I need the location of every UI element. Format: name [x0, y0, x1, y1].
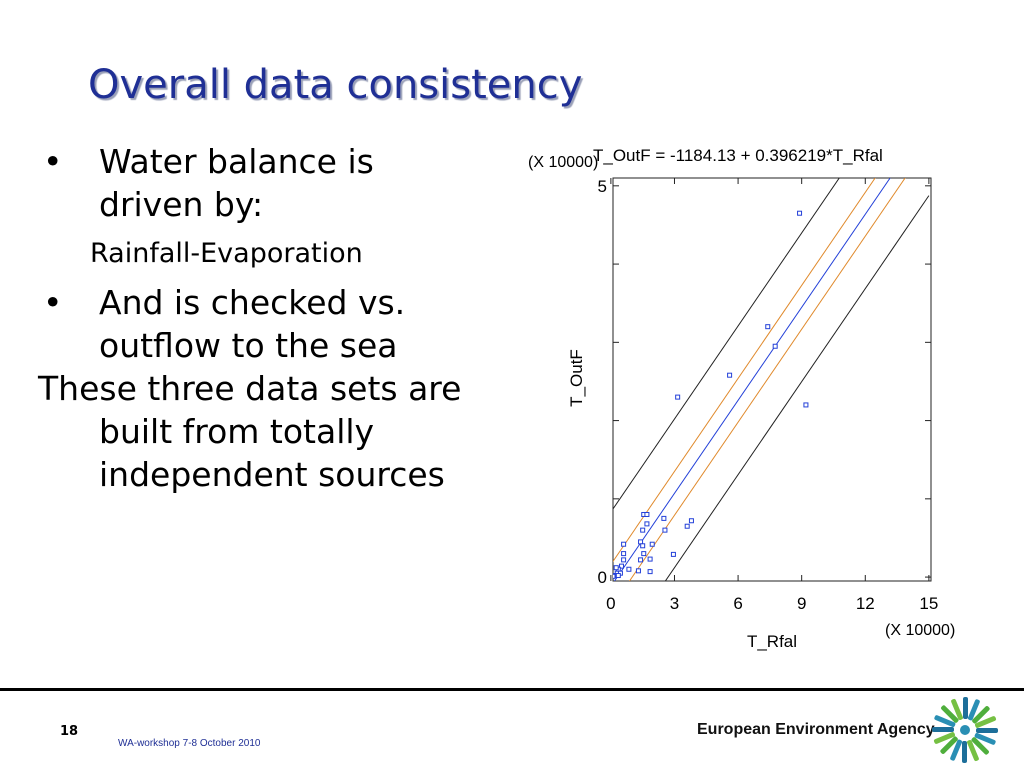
bullet-marker: • [43, 142, 63, 181]
x-tick-label: 0 [606, 594, 615, 613]
data-point [640, 543, 646, 549]
prediction-upper-line [613, 178, 840, 510]
logo-ray [963, 697, 968, 719]
x-tick-label: 15 [919, 594, 938, 613]
y-multiplier-label: (X 10000) [528, 154, 598, 171]
data-point [644, 511, 650, 517]
body-paragraph: These three data sets are built from tot… [38, 369, 462, 494]
data-point [615, 573, 621, 579]
data-point [688, 518, 694, 524]
data-point [649, 541, 655, 547]
regression-scatter-chart: 0 3 6 9 12 15 0 5 (X 10000) T_OutF = -1184.13 +… [528, 146, 955, 651]
chart-title: T_OutF = -1184.13 + 0.396219*T_Rfal [593, 146, 883, 165]
data-point [621, 551, 627, 557]
bullet-list: • Water balance is driven by: Rainfall-E… [38, 140, 468, 496]
logo-ray [975, 716, 997, 728]
confidence-lower-line [628, 178, 906, 581]
logo-ray [967, 699, 980, 721]
data-point [638, 557, 644, 563]
data-point [661, 515, 667, 521]
confidence-upper-line [613, 178, 876, 563]
fit-line [613, 178, 891, 581]
x-tick-label: 6 [733, 594, 742, 613]
data-point [772, 343, 778, 349]
data-point [613, 565, 619, 571]
sub-bullet-text: Rainfall-Evaporation [90, 238, 363, 269]
data-point [626, 566, 632, 572]
bullet-item: • And is checked vs. outflow to the sea [38, 281, 468, 367]
bullet-text: Water balance is driven by: [99, 142, 374, 224]
logo-ray [941, 705, 959, 723]
data-point [641, 551, 647, 557]
data-point [727, 372, 733, 378]
data-point [803, 402, 809, 408]
bullet-item: • Water balance is driven by: [38, 140, 468, 226]
data-point [638, 539, 644, 545]
y-tick-label: 5 [598, 177, 607, 196]
slide-title: Overall data consistency [88, 62, 583, 108]
data-point [647, 569, 653, 575]
data-point [662, 527, 668, 533]
eea-logo-icon [932, 697, 998, 763]
data-point [644, 521, 650, 527]
bullet-marker: • [43, 283, 63, 322]
logo-ray [972, 706, 990, 724]
agency-name: European Environment Agency [697, 721, 935, 738]
logo-ray [940, 736, 958, 754]
data-point [621, 541, 627, 547]
x-tick-label: 12 [856, 594, 875, 613]
page-number: 18 [60, 724, 79, 739]
data-point [640, 527, 646, 533]
footer-note: WA-workshop 7-8 October 2010 [118, 738, 261, 749]
logo-ray [962, 741, 967, 763]
data-point [670, 551, 676, 557]
logo-ray [974, 732, 996, 745]
data-point [618, 563, 624, 569]
logo-ray [971, 737, 989, 755]
x-axis-label: T_Rfal [747, 632, 797, 651]
logo-ray [933, 732, 955, 744]
x-tick-label: 9 [797, 594, 806, 613]
logo-ray [976, 728, 998, 733]
logo-ray [950, 739, 963, 761]
plot-frame [612, 177, 932, 582]
data-point [647, 556, 653, 562]
logo-ray [967, 740, 979, 762]
data-point [797, 210, 803, 216]
y-tick-label: 0 [598, 568, 607, 587]
data-point [675, 394, 681, 400]
x-tick-label: 3 [670, 594, 679, 613]
logo-ray [932, 727, 954, 732]
data-point [635, 568, 641, 574]
data-point [613, 573, 616, 579]
data-point [621, 557, 627, 563]
bullet-text: And is checked vs. outflow to the sea [99, 283, 406, 365]
logo-ray [934, 715, 956, 728]
footer-divider [0, 688, 1024, 691]
prediction-lower-line [664, 195, 930, 581]
data-point [765, 324, 771, 330]
x-multiplier-label: (X 10000) [885, 622, 955, 639]
data-point [684, 523, 690, 529]
logo-ray [951, 698, 963, 720]
y-axis-label: T_OutF [567, 349, 586, 407]
